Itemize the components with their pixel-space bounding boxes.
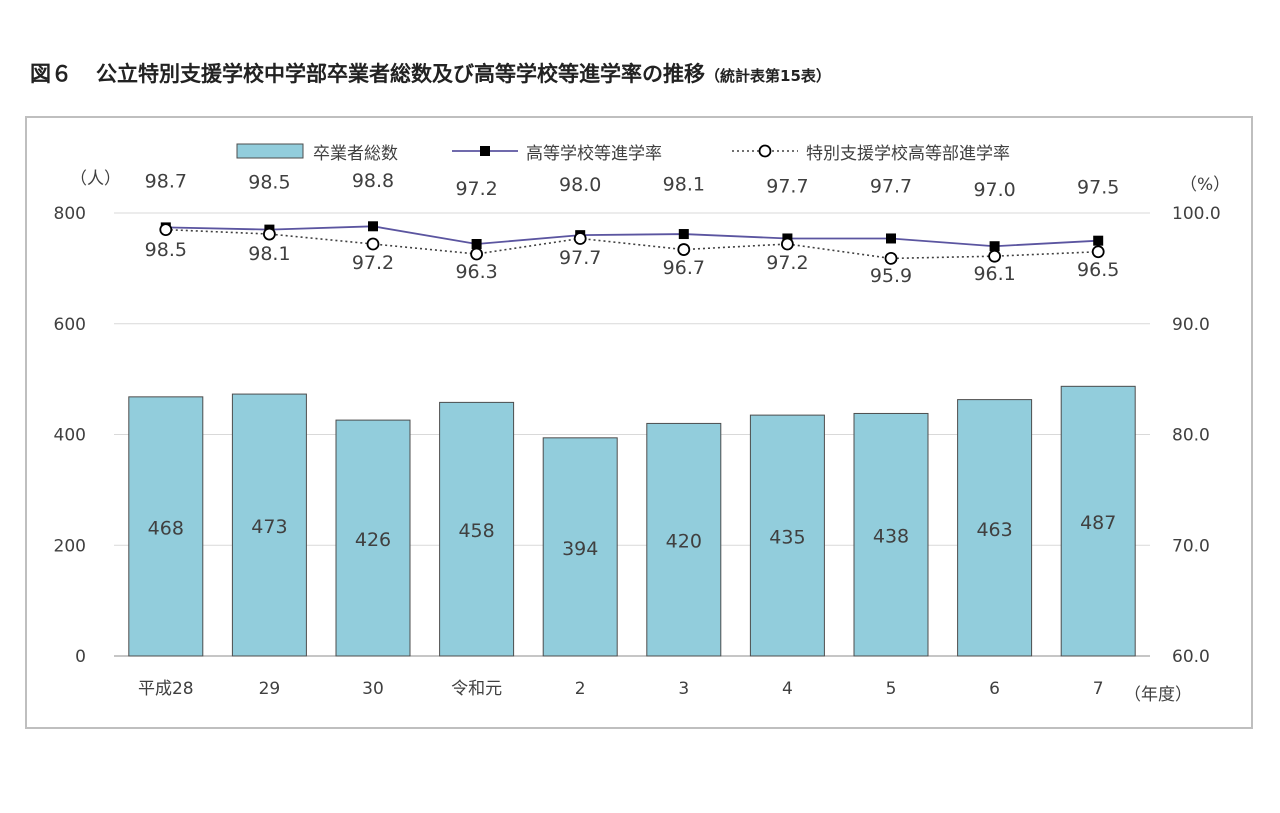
figure-number: 図６ [30, 62, 72, 86]
bar [128, 396, 204, 657]
legend-bar-swatch [236, 143, 304, 159]
bar [542, 437, 618, 657]
line-value-label: 97.7 [559, 247, 601, 269]
bar [335, 419, 411, 657]
line-value-label: 96.3 [455, 261, 497, 283]
circle-marker [470, 247, 484, 261]
line-value-label: 98.1 [663, 174, 705, 196]
circle-marker [677, 243, 691, 256]
line-value-label: 97.5 [1077, 177, 1119, 199]
right-tick-label: 70.0 [1172, 536, 1210, 556]
bar [1060, 385, 1136, 657]
left-axis-unit: （人） [70, 169, 121, 189]
legend-bar-label: 卒業者総数 [313, 144, 398, 164]
left-tick-label: 600 [54, 315, 86, 335]
right-axis-unit: （%） [1180, 175, 1230, 195]
line-value-label: 97.7 [766, 176, 808, 198]
x-tick-label: 29 [259, 679, 281, 699]
circle-marker [781, 237, 794, 251]
x-tick-label: 7 [1093, 679, 1104, 699]
right-tick-label: 80.0 [1172, 426, 1210, 446]
left-tick-label: 800 [54, 204, 86, 224]
bar-value-label: 487 [1080, 512, 1116, 534]
figure-title-note: （統計表第15表） [705, 67, 831, 85]
line-value-label: 98.5 [248, 172, 290, 194]
bar [749, 414, 825, 657]
line-value-label: 97.7 [870, 176, 912, 198]
line-value-label: 98.8 [352, 170, 394, 192]
axes: 0 200 400 600 800 60.0 70.0 80.0 90.0 100.0 （人） （%）… [54, 169, 1231, 705]
line-value-label: 96.1 [973, 263, 1015, 285]
bar-value-label: 468 [148, 517, 184, 539]
legend-square-marker [480, 146, 490, 156]
circle-marker [573, 232, 587, 245]
line-value-label: 98.0 [559, 174, 601, 196]
bar [439, 401, 515, 657]
circle-marker [366, 237, 380, 251]
left-tick-label: 400 [54, 426, 86, 446]
line-value-label: 97.2 [766, 252, 808, 274]
legend-line-label: 高等学校等進学率 [526, 144, 662, 164]
right-tick-label: 60.0 [1172, 647, 1210, 667]
right-tick-label: 100.0 [1172, 204, 1221, 224]
bar-value-label: 438 [873, 526, 909, 548]
bar-value-labels: 468 473 426 458 394 420 435 438 463 487 [148, 512, 1117, 560]
right-tick-label: 90.0 [1172, 315, 1210, 335]
series-line [165, 228, 1099, 260]
x-tick-label: 2 [575, 679, 586, 699]
square-marker [1093, 235, 1104, 246]
legend-circle-marker [758, 144, 772, 158]
circle-marker [262, 227, 276, 241]
series-line [165, 225, 1099, 248]
circle-marker [1091, 245, 1105, 259]
square-marker [989, 241, 1000, 252]
figure-title: 図６ 公立特別支援学校中学部卒業者総数及び高等学校等進学率の推移（統計表第15表） [30, 58, 831, 88]
bar-value-label: 394 [562, 538, 598, 560]
bar-value-label: 463 [976, 519, 1012, 541]
x-tick-label: 3 [678, 679, 689, 699]
chart-frame [25, 116, 1253, 729]
line-value-label: 97.2 [455, 178, 497, 200]
bar-value-label: 420 [666, 531, 702, 553]
x-tick-label: 30 [362, 679, 384, 699]
line-value-label: 95.9 [870, 265, 912, 287]
x-axis-unit: （年度） [1124, 685, 1192, 705]
square-marker [678, 229, 689, 240]
bar [231, 393, 307, 657]
bar [957, 399, 1033, 657]
left-tick-label: 0 [75, 647, 86, 667]
line-value-label: 96.5 [1077, 259, 1119, 281]
bar-value-label: 473 [251, 516, 287, 538]
x-tick-label: 平成28 [138, 679, 194, 699]
x-tick-label: 5 [886, 679, 897, 699]
line-value-label: 97.2 [352, 252, 394, 274]
legend: 卒業者総数 高等学校等進学率 特別支援学校高等部進学率 [236, 143, 1010, 164]
bar [646, 422, 722, 657]
x-tick-label: 4 [782, 679, 793, 699]
bar-value-label: 458 [458, 520, 494, 542]
x-tick-label: 6 [989, 679, 1000, 699]
square-marker [368, 221, 378, 232]
square-marker [886, 233, 896, 244]
line-series: 98.7 98.5 98.8 97.2 98.0 98.1 97.7 97.7 97.0 97.5… [145, 170, 1120, 287]
bar-value-label: 435 [769, 527, 805, 549]
bar-value-label: 426 [355, 529, 391, 551]
square-marker [471, 239, 482, 250]
line-value-label: 97.0 [973, 179, 1015, 201]
line-value-label: 98.7 [145, 171, 187, 193]
legend-dashed-label: 特別支援学校高等部進学率 [806, 144, 1010, 164]
x-tick-label: 令和元 [451, 679, 502, 699]
circle-marker [159, 223, 173, 237]
left-tick-label: 200 [54, 536, 86, 556]
circle-marker [884, 252, 898, 265]
figure-title-main: 公立特別支援学校中学部卒業者総数及び高等学校等進学率の推移 [96, 62, 705, 86]
bar-series [128, 385, 1136, 657]
line-value-label: 98.5 [145, 239, 187, 261]
bar [853, 412, 929, 657]
circle-marker [988, 249, 1001, 263]
line-value-label: 96.7 [663, 257, 705, 279]
line-value-label: 98.1 [248, 243, 290, 265]
